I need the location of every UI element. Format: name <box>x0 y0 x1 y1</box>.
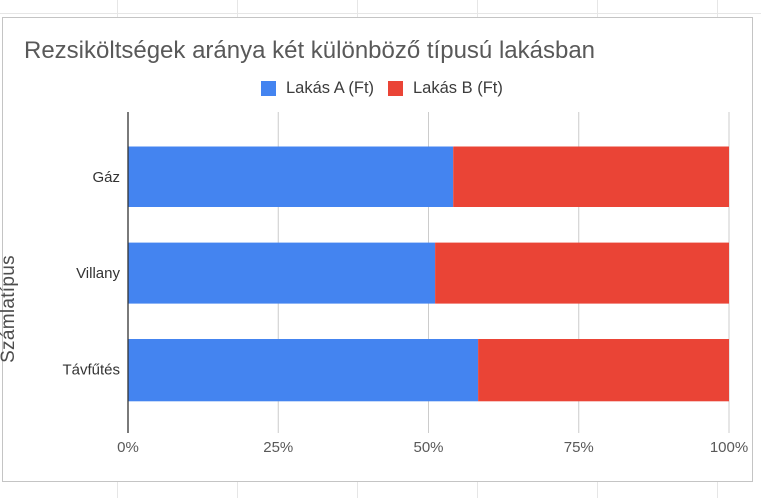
svg-text:100%: 100% <box>710 439 748 456</box>
svg-text:50%: 50% <box>413 439 443 456</box>
svg-text:25%: 25% <box>263 439 293 456</box>
svg-text:75%: 75% <box>564 439 594 456</box>
svg-text:0%: 0% <box>117 439 139 456</box>
svg-text:Távfűtés: Távfűtés <box>62 362 120 379</box>
svg-text:Villany: Villany <box>76 265 120 282</box>
svg-text:Gáz: Gáz <box>92 169 120 186</box>
svg-text:Számlatípus: Számlatípus <box>0 255 19 363</box>
